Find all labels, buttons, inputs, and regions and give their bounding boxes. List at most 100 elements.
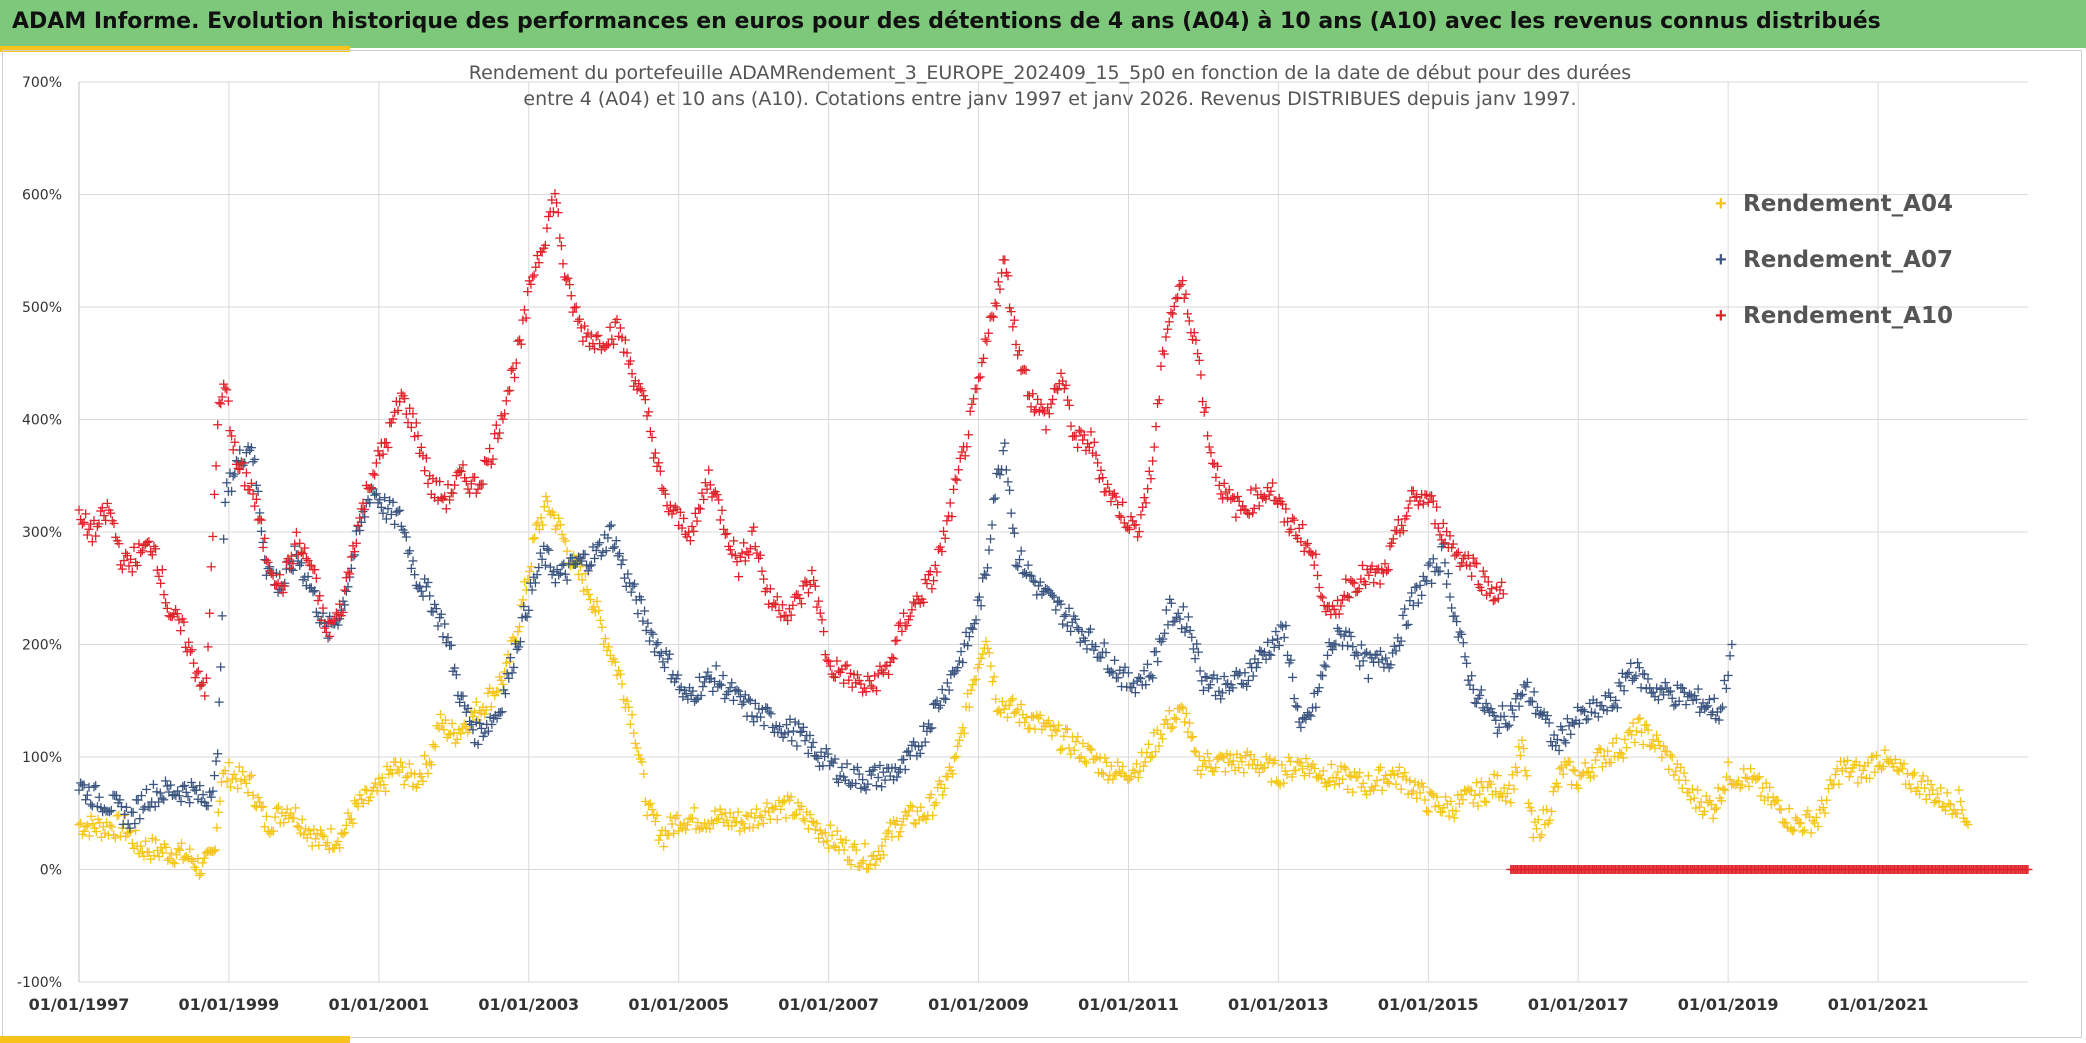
data-point [1753,773,1763,783]
data-point [1180,627,1190,637]
data-point [378,508,388,518]
data-point [119,810,129,820]
data-point [698,682,708,692]
data-point [486,702,496,712]
data-point [863,864,873,874]
data-point [1176,280,1186,290]
data-point [1318,593,1328,603]
data-point [734,572,744,582]
data-point [1161,715,1171,725]
data-point [222,478,232,488]
data-point [1161,605,1171,615]
data-point [485,444,495,454]
data-point [1163,620,1173,630]
data-point [894,832,904,842]
data-point [229,769,239,779]
data-point [554,513,564,523]
x-tick-label: 01/01/1997 [29,995,130,1014]
data-point [909,737,919,747]
data-point [423,478,433,488]
data-point [1509,712,1519,722]
data-point [341,820,351,830]
data-point [1246,485,1256,495]
data-point [1073,442,1083,452]
data-point [577,575,587,585]
data-point [803,824,813,834]
data-point [1892,765,1902,775]
data-point [1264,649,1274,659]
legend-item-a07[interactable]: + Rendement_A07 [1715,232,1953,288]
data-point [665,812,675,822]
data-point [1358,778,1368,788]
data-point [1074,753,1084,763]
data-point [538,520,548,530]
data-point [1047,731,1057,741]
data-point [873,773,883,783]
data-point [1794,819,1804,829]
data-point [401,773,411,783]
data-point [1235,753,1245,763]
data-point [527,585,537,595]
data-point [168,857,178,867]
data-point [1064,743,1074,753]
data-point [1388,766,1398,776]
data-point [695,672,705,682]
data-point [1306,711,1316,721]
data-point [534,563,544,573]
data-point [74,785,84,795]
data-point [357,794,367,804]
data-point [986,534,996,544]
legend-item-a04[interactable]: + Rendement_A04 [1715,176,1953,232]
data-point [1742,773,1752,783]
data-point [543,496,553,506]
data-point [313,596,323,606]
data-point [1181,289,1191,299]
data-point [1220,767,1230,777]
data-point [1447,603,1457,613]
data-point [340,600,350,610]
data-point [246,770,256,780]
data-point [900,765,910,775]
data-point [1198,685,1208,695]
data-point [672,811,682,821]
data-point [294,822,304,832]
legend-item-a10[interactable]: + Rendement_A10 [1715,288,1953,344]
data-point [91,781,101,791]
data-point [1470,790,1480,800]
data-point [805,730,815,740]
data-point [1608,738,1618,748]
data-point [1171,294,1181,304]
data-point [1179,293,1189,303]
data-point [971,674,981,684]
data-point [1101,648,1111,658]
data-point [138,804,148,814]
data-point [461,707,471,717]
data-point [681,689,691,699]
data-point [1471,698,1481,708]
data-point [213,420,223,430]
data-point [1626,658,1636,668]
data-point [958,657,968,667]
data-point [1000,255,1010,265]
data-point [1080,756,1090,766]
data-point [1108,774,1118,784]
data-point [128,807,138,817]
data-point [544,212,554,222]
data-point [602,645,612,655]
data-point [867,851,877,861]
data-point [1620,734,1630,744]
data-point [575,554,585,564]
data-point [84,831,94,841]
data-point [727,678,737,688]
data-point [392,765,402,775]
data-point [498,679,508,689]
data-point [1204,756,1214,766]
data-point [1219,478,1229,488]
data-point [1705,796,1715,806]
data-point [692,516,702,526]
data-point [783,727,793,737]
data-point [234,762,244,772]
data-point [643,618,653,628]
data-point [1194,355,1204,365]
data-point [533,518,543,528]
